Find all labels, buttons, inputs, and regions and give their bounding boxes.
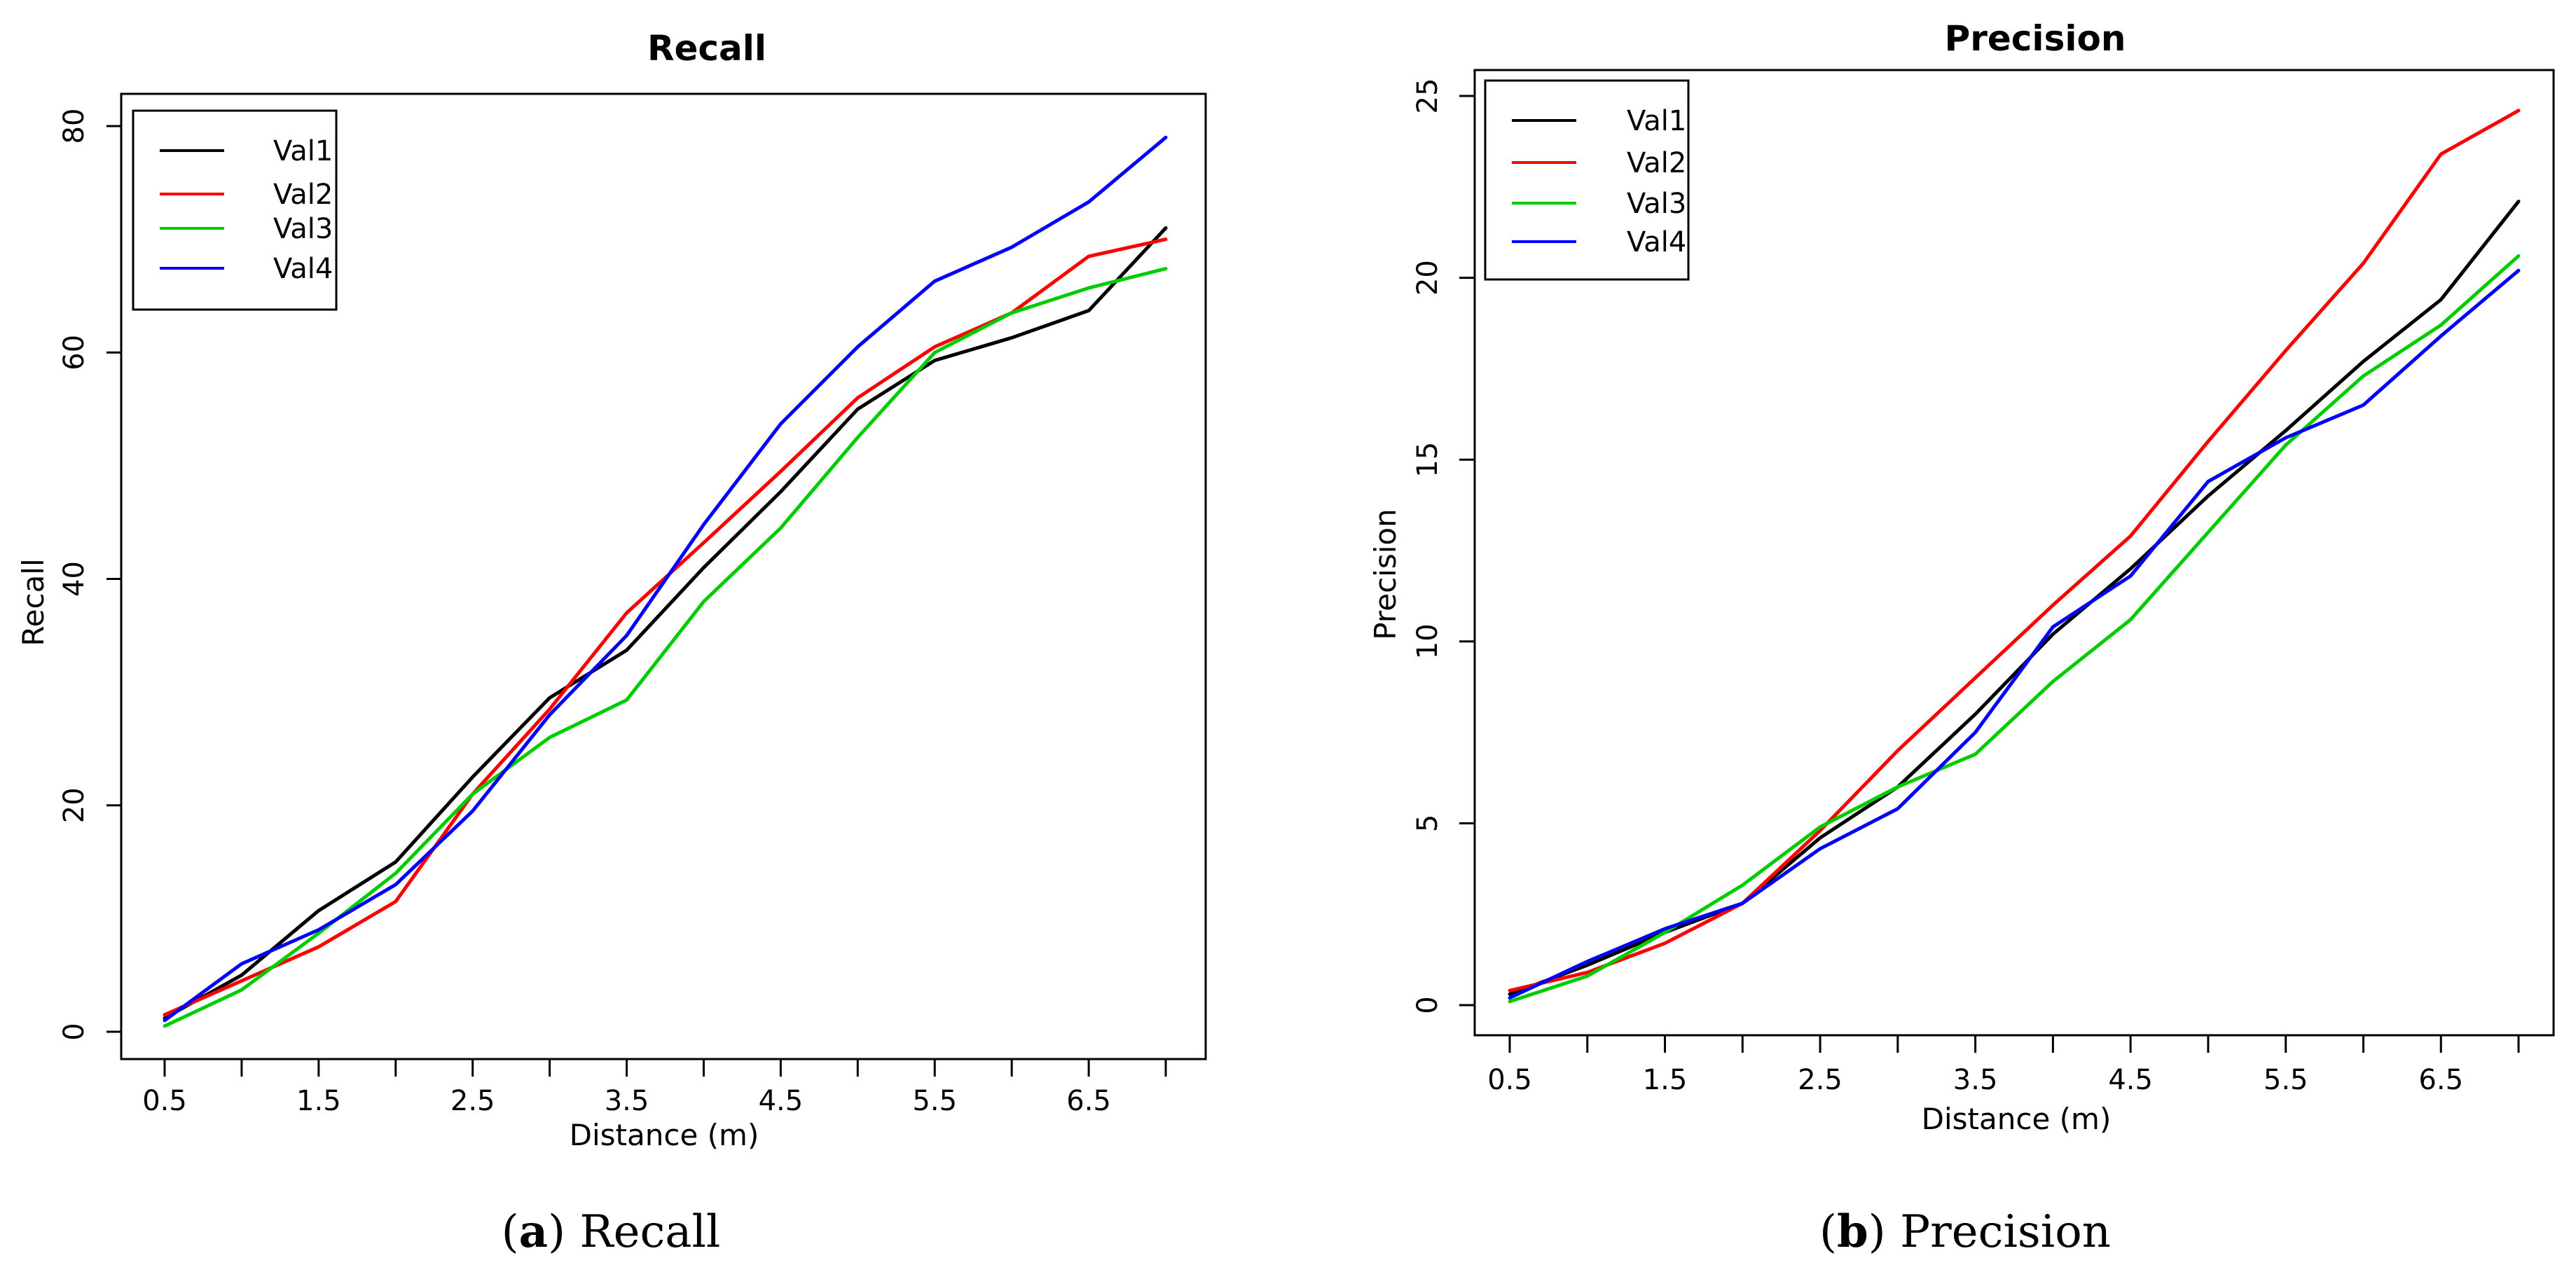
precision-x-tick-label: 6.5 xyxy=(2418,1064,2463,1096)
precision-x-tick-label: 4.5 xyxy=(2108,1064,2153,1096)
precision-y-tick-label: 15 xyxy=(1412,442,1444,478)
recall-caption: (a) Recall xyxy=(502,1205,721,1258)
precision-series-line-val3 xyxy=(1508,254,2521,1004)
precision-legend-label-val3: Val3 xyxy=(1627,188,1686,220)
recall-series-line-val1 xyxy=(163,226,1168,1021)
precision-y-tick-label: 5 xyxy=(1412,815,1444,832)
precision-series-line-val1 xyxy=(1508,200,2521,996)
recall-legend-item-val4: Val4 xyxy=(160,253,333,285)
recall-y-tick-label: 40 xyxy=(58,561,90,597)
recall-plot-area: 0 20 40 60 80 0.5 1.5 2.5 3.5 4.5 5.5 6.5 xyxy=(58,92,1207,1117)
precision-x-tick-label: 0.5 xyxy=(1487,1064,1532,1096)
precision-legend-item-val4: Val4 xyxy=(1512,226,1686,258)
precision-x-axis-label: Distance (m) xyxy=(1922,1102,2112,1136)
precision-chart-title: Precision xyxy=(1945,18,2126,59)
recall-x-tick-label: 0.5 xyxy=(142,1085,187,1117)
recall-y-tick-label: 20 xyxy=(58,787,90,823)
precision-legend-item-val3: Val3 xyxy=(1512,188,1686,220)
precision-y-tick-label: 0 xyxy=(1412,996,1444,1014)
precision-plot-area: 0 5 10 15 20 25 0.5 1.5 2.5 3.5 4.5 5.5 6.5 xyxy=(1412,69,2555,1096)
recall-x-tick-label: 6.5 xyxy=(1066,1085,1111,1117)
precision-legend-label-val4: Val4 xyxy=(1627,226,1686,258)
recall-y-axis-label: Recall xyxy=(16,558,50,646)
precision-caption-letter: b xyxy=(1837,1205,1868,1258)
precision-series-line-val2 xyxy=(1508,109,2521,993)
precision-y-tick-label: 25 xyxy=(1412,78,1444,114)
recall-series-line-val2 xyxy=(163,237,1168,1017)
recall-y-axis: 0 20 40 60 80 xyxy=(58,109,123,1041)
recall-x-tick-label: 1.5 xyxy=(296,1085,341,1117)
precision-panel: Precision Precision Distance (m) 0 5 10 15 2… xyxy=(1368,18,2555,1258)
precision-x-tick-label: 1.5 xyxy=(1643,1064,1688,1096)
recall-series-line-val4 xyxy=(163,135,1168,1023)
recall-series xyxy=(163,135,1168,1028)
recall-x-tick-label: 5.5 xyxy=(912,1085,957,1117)
recall-x-tick-label: 4.5 xyxy=(759,1085,804,1117)
recall-y-tick-label: 60 xyxy=(58,335,90,371)
recall-x-tick-label: 3.5 xyxy=(605,1085,649,1117)
recall-legend-label-val2: Val2 xyxy=(273,179,333,211)
recall-legend-label-val1: Val1 xyxy=(273,135,333,167)
recall-x-axis-label: Distance (m) xyxy=(570,1118,759,1152)
precision-x-tick-label: 5.5 xyxy=(2264,1064,2308,1096)
precision-series-line-val4 xyxy=(1508,268,2521,1000)
precision-y-tick-label: 10 xyxy=(1412,623,1444,659)
recall-chart-title: Recall xyxy=(647,28,766,69)
precision-y-tick-label: 20 xyxy=(1412,260,1444,296)
precision-legend-item-val1: Val1 xyxy=(1512,105,1686,137)
recall-caption-letter: a xyxy=(519,1205,548,1258)
precision-x-axis: 0.5 1.5 2.5 3.5 4.5 5.5 6.5 xyxy=(1487,1034,2520,1096)
recall-x-tick-label: 2.5 xyxy=(450,1085,495,1117)
precision-y-axis: 0 5 10 15 20 25 xyxy=(1412,78,1476,1014)
precision-y-axis-label: Precision xyxy=(1368,509,1403,640)
recall-legend-item-val1: Val1 xyxy=(160,135,333,167)
precision-caption-text: Precision xyxy=(1900,1206,2111,1258)
recall-x-axis: 0.5 1.5 2.5 3.5 4.5 5.5 6.5 xyxy=(142,1058,1167,1117)
recall-y-tick-label: 0 xyxy=(58,1023,90,1040)
recall-panel: Recall Recall Distance (m) 0 20 40 60 80 0.5… xyxy=(16,28,1207,1258)
precision-series xyxy=(1508,109,2521,1004)
recall-legend-box xyxy=(132,109,338,311)
recall-legend-item-val3: Val3 xyxy=(160,213,333,245)
precision-legend-label-val2: Val2 xyxy=(1627,147,1686,179)
precision-x-tick-label: 2.5 xyxy=(1798,1064,1843,1096)
precision-legend-label-val1: Val1 xyxy=(1627,105,1686,137)
precision-x-tick-label: 3.5 xyxy=(1953,1064,1998,1096)
recall-legend-item-val2: Val2 xyxy=(160,179,333,211)
recall-caption-text: Recall xyxy=(579,1206,720,1258)
precision-legend-box xyxy=(1484,79,1690,281)
recall-legend-label-val3: Val3 xyxy=(273,213,333,245)
precision-legend: Val1 Val2 Val3 Val4 xyxy=(1484,79,1690,281)
precision-legend-item-val2: Val2 xyxy=(1512,147,1686,179)
precision-caption: (b) Precision xyxy=(1819,1205,2111,1258)
recall-legend-label-val4: Val4 xyxy=(273,253,333,285)
recall-y-tick-label: 80 xyxy=(58,109,90,144)
recall-legend: Val1 Val2 Val3 Val4 xyxy=(132,109,338,311)
